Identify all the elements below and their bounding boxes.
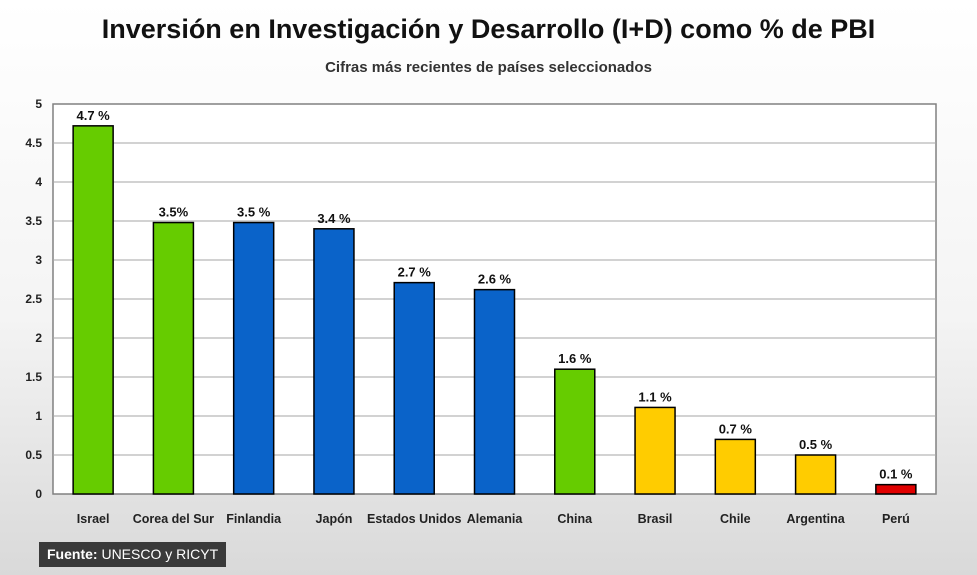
x-axis-ticks: Israel Corea del Sur Finlandia Japón Estados… — [77, 512, 910, 526]
bar — [393, 281, 435, 495]
bar — [232, 221, 275, 495]
y-axis-ticks: 0 0.5 1 1.5 2 2.5 3 3.5 4 4.5 5 — [25, 97, 42, 501]
bar — [875, 483, 917, 495]
bar — [72, 125, 114, 495]
y-tick-label: 4.5 — [25, 136, 42, 150]
bar — [313, 228, 355, 495]
data-labels: 4.7 % 3.5% 3.5 % 3.4 % 2.7 % 2.6 % 1.6 % 1.1 % 0… — [77, 108, 913, 482]
source-box: Fuente: UNESCO y RICYT — [39, 542, 227, 567]
data-label: 3.5% — [159, 205, 189, 220]
y-tick-label: 3 — [35, 253, 42, 267]
bar — [634, 406, 676, 495]
bar — [473, 288, 516, 495]
x-tick-label: Brasil — [638, 512, 673, 526]
y-tick-label: 1.5 — [25, 370, 42, 384]
y-tick-label: 1 — [35, 409, 42, 423]
data-label: 3.4 % — [317, 211, 351, 226]
bar — [152, 221, 195, 495]
y-tick-label: 0 — [35, 487, 42, 501]
data-label: 0.7 % — [719, 421, 753, 436]
x-tick-label: Israel — [77, 512, 110, 526]
bar — [714, 438, 757, 495]
x-tick-label: Corea del Sur — [133, 512, 214, 526]
chart-title: Inversión en Investigación y Desarrollo … — [101, 14, 876, 44]
bar — [794, 454, 837, 495]
data-label: 1.1 % — [638, 389, 672, 404]
y-tick-label: 3.5 — [25, 214, 42, 228]
source-text: UNESCO y RICYT — [97, 546, 219, 562]
data-label: 0.1 % — [879, 467, 913, 482]
y-tick-label: 2 — [35, 331, 42, 345]
data-label: 0.5 % — [799, 437, 833, 452]
source-label: Fuente: — [47, 546, 98, 562]
data-label: 3.5 % — [237, 205, 271, 220]
data-label: 2.6 % — [478, 272, 512, 287]
chart-subtitle: Cifras más recientes de países seleccion… — [325, 59, 652, 76]
data-label: 4.7 % — [77, 108, 111, 123]
x-tick-label: Estados Unidos — [367, 512, 462, 526]
bars — [72, 125, 917, 495]
y-tick-label: 0.5 — [25, 448, 42, 462]
x-tick-label: Alemania — [467, 512, 524, 526]
x-tick-label: Japón — [316, 512, 353, 526]
bar — [554, 368, 596, 495]
x-tick-label: Chile — [720, 512, 751, 526]
x-tick-label: Perú — [882, 512, 910, 526]
y-tick-label: 2.5 — [25, 292, 42, 306]
data-label: 2.7 % — [398, 265, 432, 280]
x-tick-label: Finlandia — [226, 512, 282, 526]
x-tick-label: Argentina — [786, 512, 845, 526]
y-tick-label: 4 — [35, 175, 42, 189]
data-label: 1.6 % — [558, 351, 592, 366]
x-tick-label: China — [557, 512, 593, 526]
y-tick-label: 5 — [35, 97, 42, 111]
